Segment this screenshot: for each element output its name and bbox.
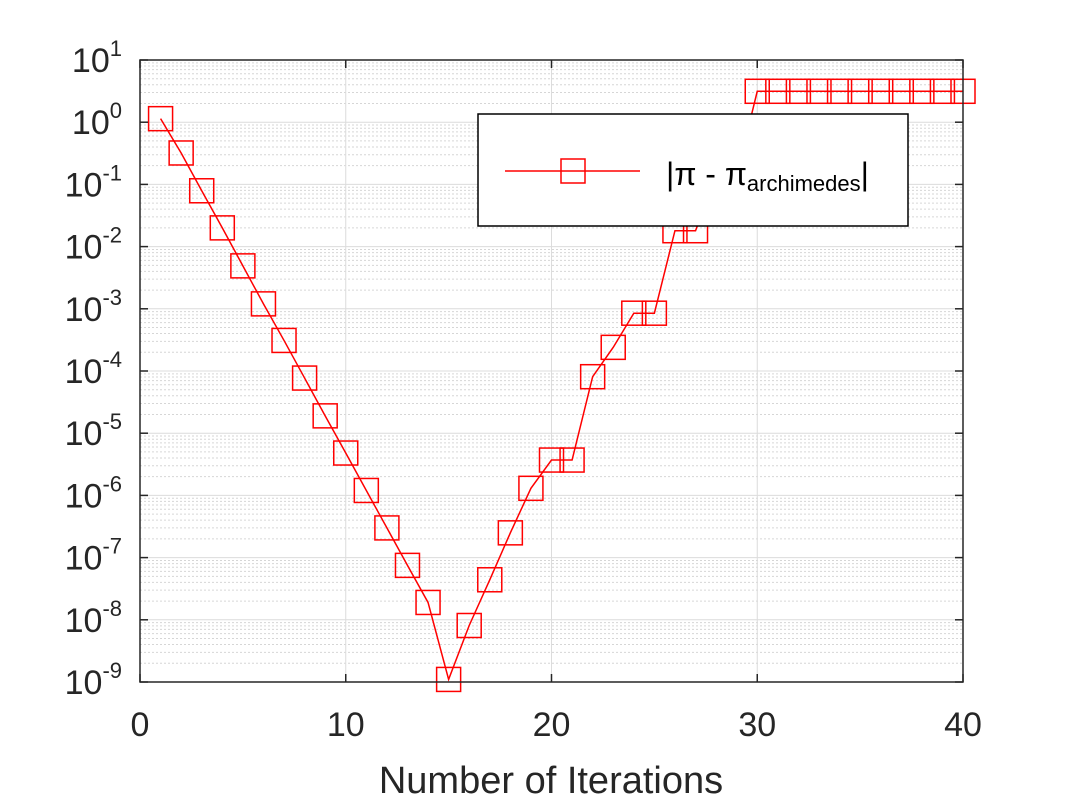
data-point-marker <box>579 363 606 390</box>
data-point-marker <box>333 440 359 466</box>
y-tick-exponent: -7 <box>102 534 122 559</box>
y-tick-base: 10 <box>72 104 110 142</box>
legend-label-subscript: archimedes <box>747 171 861 196</box>
x-tick-label: 10 <box>327 706 365 744</box>
y-tick-labels: 10110010-110-210-310-410-510-610-710-810… <box>65 36 122 702</box>
data-point-marker <box>909 78 935 105</box>
data-point-marker <box>538 447 565 473</box>
y-tick-label: 10-3 <box>65 285 122 329</box>
y-tick-exponent: -8 <box>102 596 122 621</box>
legend-label-main: |π - π <box>666 156 747 192</box>
legend-label: |π - πarchimedes| <box>666 156 869 196</box>
y-tick-base: 10 <box>65 477 103 515</box>
y-tick-exponent: -3 <box>102 285 122 310</box>
data-point-marker <box>188 178 215 204</box>
data-point-marker <box>147 105 174 132</box>
data-point-marker <box>867 78 894 105</box>
y-tick-exponent: -6 <box>102 471 122 496</box>
data-point-marker <box>765 78 791 105</box>
y-tick-exponent: -5 <box>102 409 122 434</box>
series-layer <box>147 78 976 693</box>
data-point-marker <box>435 666 462 693</box>
data-point-marker <box>744 78 770 105</box>
data-point-marker <box>394 552 421 579</box>
y-tick-exponent: -1 <box>102 160 122 185</box>
y-tick-base: 10 <box>65 602 103 640</box>
axis-ticks <box>139 59 964 683</box>
data-point-marker <box>353 477 380 504</box>
data-point-marker <box>209 215 236 241</box>
y-tick-label: 101 <box>72 36 122 80</box>
y-tick-base: 10 <box>72 42 110 80</box>
data-point-marker <box>929 78 956 105</box>
data-point-marker <box>621 300 647 326</box>
data-point-marker <box>600 334 626 361</box>
data-point-marker <box>806 78 832 105</box>
legend: |π - πarchimedes| <box>477 113 909 227</box>
x-tick-label: 30 <box>738 706 776 744</box>
y-tick-exponent: -2 <box>102 223 122 248</box>
y-tick-base: 10 <box>65 291 103 329</box>
y-tick-base: 10 <box>65 664 103 702</box>
y-tick-label: 10-9 <box>65 658 122 702</box>
y-tick-label: 10-2 <box>65 223 122 267</box>
data-point-marker <box>250 291 277 317</box>
y-tick-base: 10 <box>65 353 103 391</box>
legend-label-end: | <box>861 156 869 192</box>
data-point-marker <box>312 403 338 429</box>
data-point-marker <box>826 78 853 105</box>
y-tick-exponent: -9 <box>102 658 122 683</box>
legend-marker-sample <box>560 158 586 184</box>
x-tick-label: 0 <box>131 706 150 744</box>
y-tick-base: 10 <box>65 540 103 578</box>
data-point-marker <box>497 520 524 546</box>
data-point-marker <box>374 515 400 541</box>
x-axis-title: Number of Iterations <box>379 760 723 798</box>
y-tick-label: 10-1 <box>65 160 122 204</box>
y-tick-exponent: 1 <box>110 36 122 61</box>
data-point-marker <box>230 253 256 279</box>
x-tick-label: 40 <box>944 706 982 744</box>
y-tick-exponent: 0 <box>110 98 122 123</box>
y-tick-label: 10-5 <box>65 409 122 453</box>
y-tick-label: 10-8 <box>65 596 122 640</box>
data-point-marker <box>785 78 812 105</box>
y-tick-label: 100 <box>72 98 122 142</box>
y-tick-base: 10 <box>65 166 103 204</box>
data-point-marker <box>847 78 873 105</box>
data-point-marker <box>415 589 441 616</box>
series-line <box>159 90 963 682</box>
x-tick-labels: 0 10 20 30 40 <box>131 706 982 744</box>
y-tick-label: 10-6 <box>65 471 122 515</box>
x-tick-label: 20 <box>533 706 571 744</box>
y-tick-base: 10 <box>65 229 103 267</box>
y-tick-exponent: -4 <box>102 347 122 372</box>
legend-box <box>477 113 909 227</box>
data-point-marker <box>888 78 915 105</box>
data-point-marker <box>559 447 585 473</box>
data-point-marker <box>271 327 297 354</box>
y-tick-base: 10 <box>65 415 103 453</box>
y-tick-label: 10-7 <box>65 534 122 578</box>
data-point-marker <box>291 365 318 391</box>
data-point-marker <box>456 612 482 639</box>
y-tick-label: 10-4 <box>65 347 122 391</box>
data-point-marker <box>518 475 544 502</box>
data-point-marker <box>477 567 503 593</box>
data-point-marker <box>641 300 668 326</box>
data-point-marker <box>168 140 194 166</box>
